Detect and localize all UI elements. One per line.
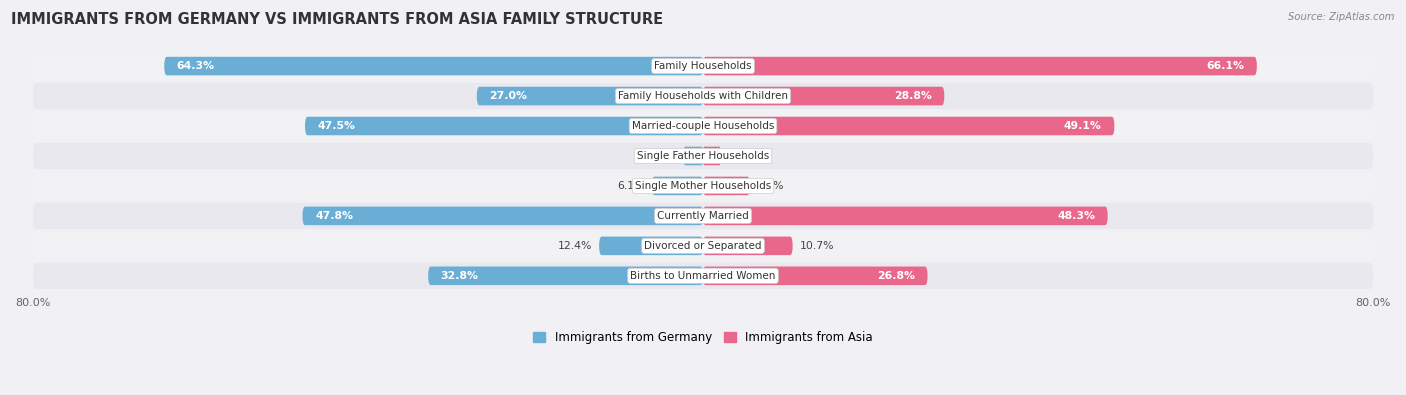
FancyBboxPatch shape xyxy=(703,117,1115,135)
FancyBboxPatch shape xyxy=(32,263,1374,289)
FancyBboxPatch shape xyxy=(429,267,703,285)
Text: Divorced or Separated: Divorced or Separated xyxy=(644,241,762,251)
Text: 6.1%: 6.1% xyxy=(617,181,645,191)
Text: 47.5%: 47.5% xyxy=(318,121,356,131)
Text: Currently Married: Currently Married xyxy=(657,211,749,221)
FancyBboxPatch shape xyxy=(32,83,1374,109)
Text: 2.1%: 2.1% xyxy=(727,151,755,161)
Text: 27.0%: 27.0% xyxy=(489,91,527,101)
FancyBboxPatch shape xyxy=(32,203,1374,229)
Text: 64.3%: 64.3% xyxy=(177,61,215,71)
FancyBboxPatch shape xyxy=(703,57,1257,75)
Text: Married-couple Households: Married-couple Households xyxy=(631,121,775,131)
FancyBboxPatch shape xyxy=(32,113,1374,139)
Text: 10.7%: 10.7% xyxy=(800,241,834,251)
FancyBboxPatch shape xyxy=(703,177,749,195)
Text: Family Households with Children: Family Households with Children xyxy=(619,91,787,101)
Text: 28.8%: 28.8% xyxy=(894,91,932,101)
FancyBboxPatch shape xyxy=(703,267,928,285)
FancyBboxPatch shape xyxy=(703,207,1108,225)
Text: Births to Unmarried Women: Births to Unmarried Women xyxy=(630,271,776,281)
FancyBboxPatch shape xyxy=(703,237,793,255)
Text: IMMIGRANTS FROM GERMANY VS IMMIGRANTS FROM ASIA FAMILY STRUCTURE: IMMIGRANTS FROM GERMANY VS IMMIGRANTS FR… xyxy=(11,12,664,27)
FancyBboxPatch shape xyxy=(703,87,945,105)
Text: 48.3%: 48.3% xyxy=(1057,211,1095,221)
FancyBboxPatch shape xyxy=(165,57,703,75)
FancyBboxPatch shape xyxy=(683,147,703,165)
Text: Single Mother Households: Single Mother Households xyxy=(636,181,770,191)
FancyBboxPatch shape xyxy=(32,173,1374,199)
Text: Single Father Households: Single Father Households xyxy=(637,151,769,161)
Text: 32.8%: 32.8% xyxy=(440,271,478,281)
FancyBboxPatch shape xyxy=(477,87,703,105)
Legend: Immigrants from Germany, Immigrants from Asia: Immigrants from Germany, Immigrants from… xyxy=(533,331,873,344)
FancyBboxPatch shape xyxy=(652,177,703,195)
FancyBboxPatch shape xyxy=(703,147,721,165)
Text: Source: ZipAtlas.com: Source: ZipAtlas.com xyxy=(1288,12,1395,22)
FancyBboxPatch shape xyxy=(32,233,1374,259)
Text: Family Households: Family Households xyxy=(654,61,752,71)
Text: 49.1%: 49.1% xyxy=(1064,121,1102,131)
Text: 5.6%: 5.6% xyxy=(756,181,785,191)
Text: 12.4%: 12.4% xyxy=(558,241,592,251)
Text: 26.8%: 26.8% xyxy=(877,271,915,281)
FancyBboxPatch shape xyxy=(32,143,1374,169)
FancyBboxPatch shape xyxy=(32,53,1374,79)
FancyBboxPatch shape xyxy=(599,237,703,255)
Text: 2.3%: 2.3% xyxy=(650,151,678,161)
FancyBboxPatch shape xyxy=(302,207,703,225)
Text: 66.1%: 66.1% xyxy=(1206,61,1244,71)
FancyBboxPatch shape xyxy=(305,117,703,135)
Text: 47.8%: 47.8% xyxy=(315,211,353,221)
